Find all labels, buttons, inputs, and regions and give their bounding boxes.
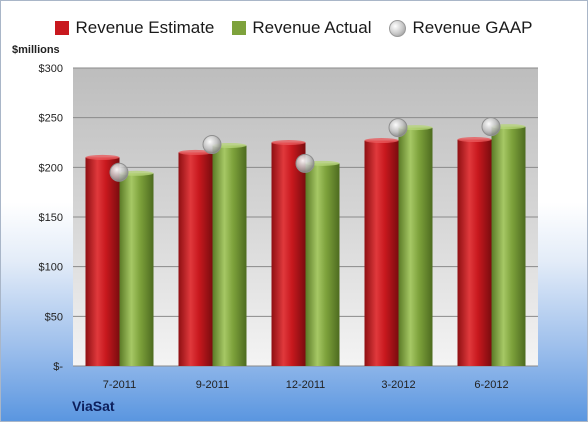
x-tick-label: 12-2011 bbox=[286, 379, 326, 391]
bar-revenue-estimate-cap bbox=[457, 137, 492, 143]
bar-revenue-estimate-cap bbox=[178, 149, 213, 155]
y-tick-label: $150 bbox=[39, 212, 63, 224]
company-name: ViaSat bbox=[72, 398, 115, 414]
legend-swatch-gaap bbox=[389, 19, 407, 37]
point-revenue-gaap bbox=[388, 118, 408, 138]
y-axis-unit-label: $millions bbox=[12, 44, 60, 56]
legend-item-revenue-actual: Revenue Actual bbox=[232, 18, 371, 38]
point-revenue-gaap bbox=[481, 117, 501, 137]
bar-revenue-estimate bbox=[271, 142, 306, 366]
y-tick-label: $- bbox=[53, 361, 63, 373]
bar-revenue-estimate bbox=[178, 152, 213, 366]
legend-label-estimate: Revenue Estimate bbox=[75, 18, 215, 37]
bar-revenue-estimate bbox=[364, 140, 399, 366]
y-tick-label: $250 bbox=[39, 113, 63, 125]
y-tick-label: $200 bbox=[39, 162, 63, 174]
bar-revenue-estimate bbox=[457, 139, 492, 366]
bar-revenue-actual bbox=[491, 126, 526, 367]
y-tick-label: $50 bbox=[45, 311, 63, 323]
bar-revenue-actual bbox=[398, 127, 433, 366]
bar-revenue-estimate bbox=[85, 157, 120, 366]
point-revenue-gaap bbox=[295, 153, 315, 173]
bar-revenue-actual bbox=[212, 145, 247, 366]
legend-item-revenue-gaap: Revenue GAAP bbox=[389, 18, 533, 38]
legend-swatch-estimate bbox=[55, 21, 70, 35]
legend-label-gaap: Revenue GAAP bbox=[412, 18, 533, 37]
x-tick-label: 3-2012 bbox=[381, 379, 415, 391]
x-tick-label: 9-2011 bbox=[196, 379, 229, 391]
y-tick-label: $100 bbox=[39, 262, 63, 274]
point-revenue-gaap bbox=[202, 134, 222, 154]
legend-label-actual: Revenue Actual bbox=[252, 18, 372, 37]
bar-revenue-actual bbox=[119, 173, 154, 366]
x-tick-label: 6-2012 bbox=[474, 379, 508, 391]
legend-item-revenue-estimate: Revenue Estimate bbox=[55, 18, 214, 38]
legend: Revenue Estimate Revenue Actual Revenue … bbox=[0, 14, 588, 42]
bar-revenue-estimate-cap bbox=[85, 154, 120, 160]
x-tick-label: 7-2011 bbox=[103, 379, 136, 391]
bar-revenue-actual bbox=[305, 163, 340, 366]
y-tick-label: $300 bbox=[39, 63, 63, 75]
point-revenue-gaap bbox=[109, 162, 129, 182]
bar-revenue-estimate-cap bbox=[364, 138, 399, 144]
legend-swatch-actual bbox=[232, 21, 247, 35]
bar-revenue-estimate-cap bbox=[271, 140, 306, 145]
